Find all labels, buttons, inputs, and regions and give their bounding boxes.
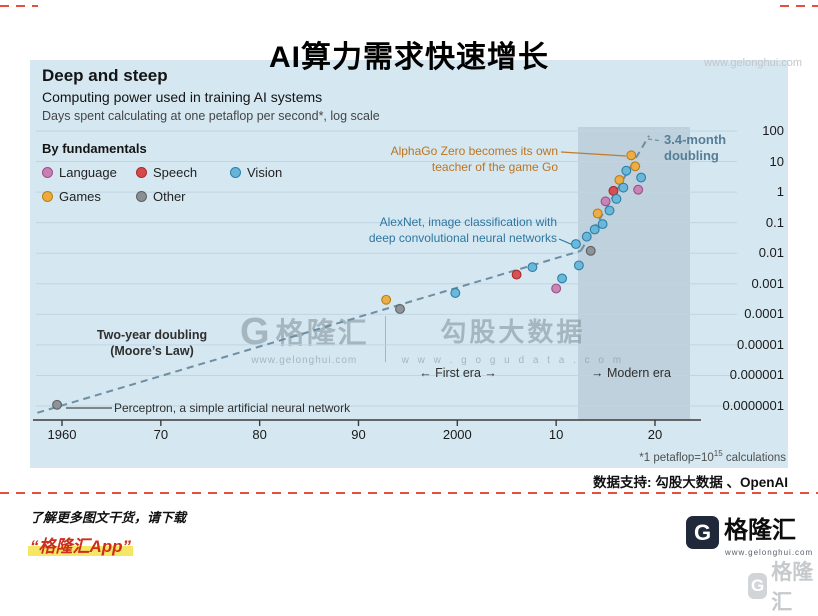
legend-item-games: Games [42, 189, 136, 204]
legend-title: By fundamentals [42, 141, 147, 156]
legend-label: Games [59, 189, 101, 205]
chart-unit-note: Days spent calculating at one petaflop p… [42, 109, 380, 123]
red-dash-top-left [0, 5, 38, 7]
legend-dot-icon [136, 191, 147, 203]
first-era-label: ← First era → [419, 366, 497, 380]
red-dash-separator [0, 492, 818, 494]
legend-label: Other [153, 189, 186, 205]
annotation-alphago-line1: AlphaGo Zero becomes its own [390, 144, 558, 158]
legend-dot-icon [42, 167, 53, 179]
legend-row: Language Speech Vision [42, 164, 324, 188]
legend-label: Vision [247, 165, 283, 181]
annotation-modern-doubling: 3.4-month doubling [664, 132, 726, 165]
promo-text: 了解更多图文干货，请下载 [30, 510, 187, 525]
footnote-tail: calculations [722, 451, 786, 464]
legend-item-other: Other [136, 189, 230, 204]
promo-app-name: “格隆汇App” [28, 532, 134, 557]
legend-item-speech: Speech [136, 165, 230, 180]
promo-app-name-text: “格隆汇App” [28, 537, 134, 556]
brand-g-icon: G [686, 516, 719, 549]
red-dash-top-right [780, 5, 818, 7]
annotation-alexnet-line1: AlexNet, image classification with [379, 215, 557, 229]
center-watermark: G 格隆汇 www.gelonghui.com 勾股大数据 w w w . g … [240, 312, 625, 367]
brand-name: 格隆汇 [724, 517, 796, 544]
annotation-alphago-line2: teacher of the game Go [431, 159, 558, 174]
chart-footnote: *1 petaflop=1015 calculations [639, 449, 786, 464]
brand-logo-shadow: G 格隆汇 [748, 556, 818, 616]
corner-watermark-url: www.gelonghui.com [704, 57, 802, 69]
annotation-moore-line1: Two-year doubling [96, 328, 208, 342]
legend-label: Speech [153, 165, 198, 181]
brand-shadow-name: 格隆汇 [771, 561, 814, 614]
legend-row: Games Other [42, 188, 324, 212]
legend-dot-icon [230, 167, 241, 179]
gelonghui-watermark-url: www.gelonghui.com [251, 354, 358, 366]
chart-title: Deep and steep [42, 66, 168, 85]
gelonghui-watermark-name: 格隆汇 [275, 317, 369, 350]
brand-shadow-g-icon: G [748, 573, 768, 599]
gogu-watermark-name: 勾股大数据 [440, 317, 586, 347]
page-title: AI算力需求快速增长 [269, 41, 549, 75]
legend-dot-icon [136, 167, 147, 179]
legend-dot-icon [42, 191, 53, 203]
footnote-exponent: 15 [713, 449, 723, 458]
brand-url: www.gelonghui.com [725, 548, 814, 557]
chart-subtitle: Computing power used in training AI syst… [42, 89, 323, 105]
legend: By fundamentals Language Speech Vision Gam… [42, 141, 324, 212]
legend-item-language: Language [42, 165, 136, 180]
gelonghui-watermark: G 格隆汇 www.gelonghui.com [240, 313, 369, 366]
annotation-alphago: AlphaGo Zero becomes its own teacher of … [391, 144, 558, 175]
annotation-moores-law: Two-year doubling (Moore’s Law) [82, 327, 222, 360]
annotation-moore-line2: (Moore’s Law) [110, 344, 194, 359]
gelonghui-logo-icon: G [240, 310, 270, 353]
gogu-watermark: 勾股大数据 w w w . g o g u d a t a . c o m [402, 312, 625, 366]
brand-logo: G 格隆汇 [686, 516, 796, 549]
annotation-alexnet: AlexNet, image classification with deep … [369, 215, 557, 246]
watermark-divider [384, 316, 386, 362]
annotation-alexnet-line2: deep convolutional neural networks [368, 230, 557, 245]
legend-label: Language [59, 165, 117, 181]
data-support-credit: 数据支持: 勾股大数据 、OpenAI [593, 475, 788, 490]
legend-item-vision: Vision [230, 165, 324, 180]
modern-era-label: → Modern era [591, 366, 671, 380]
annotation-doubling-line1: 3.4-month [664, 132, 727, 147]
annotation-perceptron: Perceptron, a simple artificial neural n… [114, 401, 351, 415]
annotation-doubling-line2: doubling [664, 148, 719, 164]
footnote-base: *1 petaflop=10 [639, 451, 714, 464]
